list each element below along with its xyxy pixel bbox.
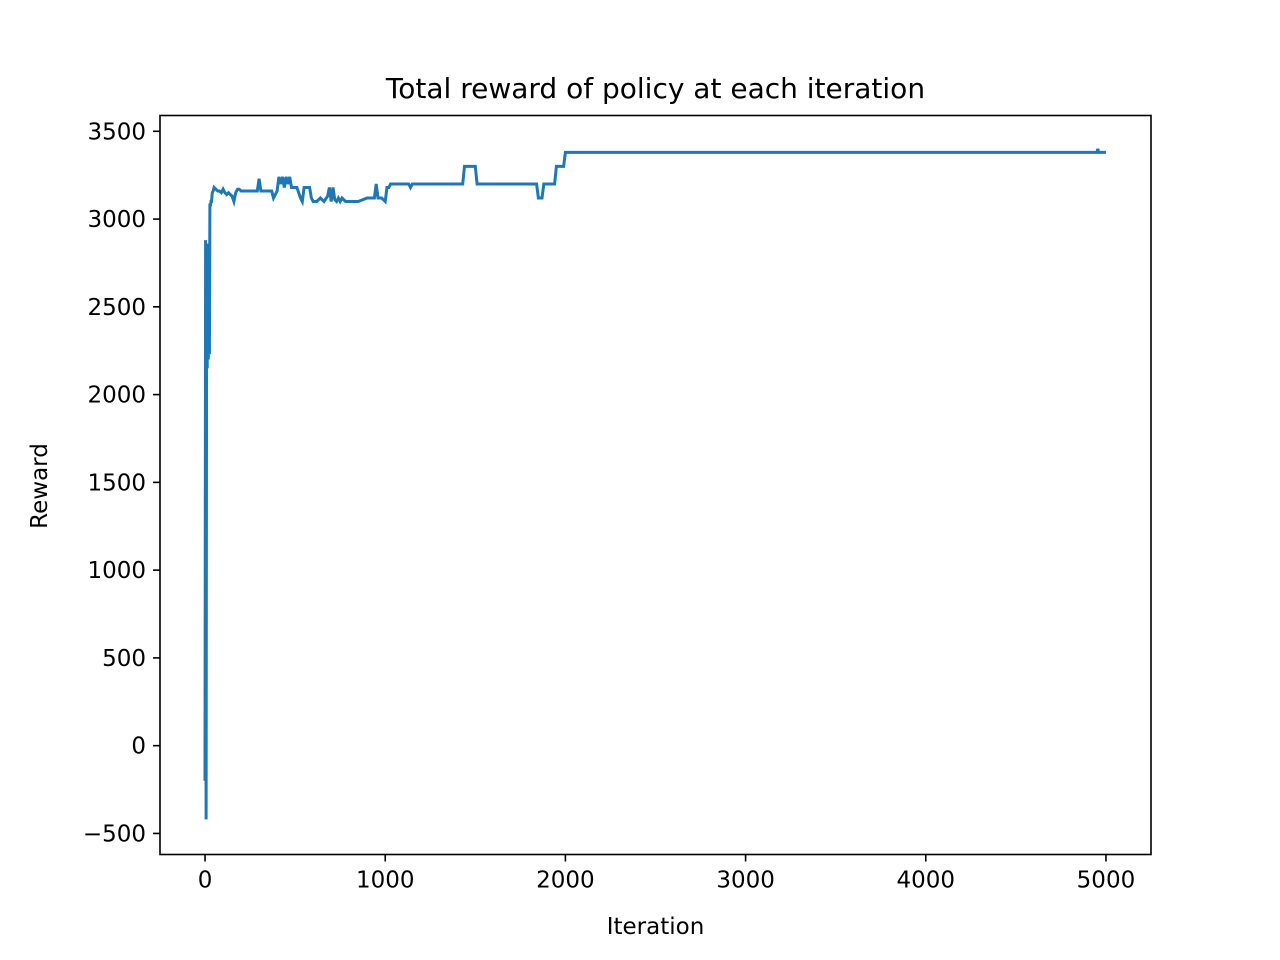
- chart-title: Total reward of policy at each iteration: [385, 72, 925, 105]
- reward-series-line: [203, 148, 1106, 820]
- x-axis: 0 1000 2000 3000 4000 5000: [198, 854, 1136, 894]
- y-axis-label: Reward: [27, 443, 53, 529]
- x-tick-label: 3000: [716, 868, 775, 894]
- x-tick-label: 2000: [536, 868, 595, 894]
- x-tick-label: 4000: [896, 868, 955, 894]
- y-tick-label: 1500: [87, 470, 146, 496]
- y-tick-label: 1000: [87, 558, 146, 584]
- y-axis: −500 0 500 1000 1500 2000 2500 3000 3500: [83, 119, 160, 847]
- plot-frame: [159, 114, 1152, 856]
- y-tick-label: −500: [83, 821, 146, 847]
- x-tick-label: 0: [198, 868, 213, 894]
- x-tick-label: 1000: [356, 868, 415, 894]
- y-tick-label: 2000: [87, 383, 146, 409]
- x-axis-label: Iteration: [607, 914, 705, 940]
- y-tick-label: 3500: [87, 119, 146, 145]
- y-tick-label: 2500: [87, 295, 146, 321]
- y-tick-label: 0: [131, 734, 146, 760]
- x-tick-label: 5000: [1077, 868, 1136, 894]
- y-tick-label: 3000: [87, 207, 146, 233]
- plot-area: [203, 148, 1106, 820]
- y-tick-label: 500: [102, 646, 146, 672]
